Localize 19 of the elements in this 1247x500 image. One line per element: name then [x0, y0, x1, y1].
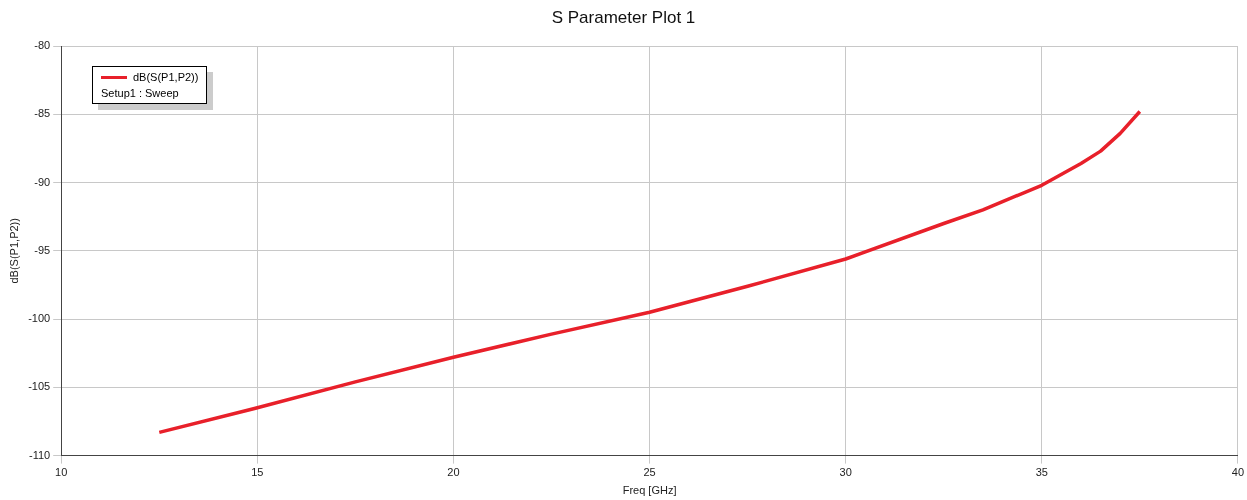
- x-tick-label: 10: [55, 466, 68, 479]
- y-axis-title: dB(S(P1,P2)): [7, 218, 20, 284]
- y-tick-label: -110: [29, 448, 51, 461]
- x-tick-label: 15: [251, 466, 264, 479]
- y-tick-label: -95: [34, 243, 51, 256]
- x-axis-title: Freq [GHz]: [622, 484, 677, 497]
- x-tick-label: 20: [447, 466, 460, 479]
- legend-label: dB(S(P1,P2)): [133, 71, 199, 83]
- y-tick-label: -105: [28, 380, 51, 393]
- x-tick-label: 25: [643, 466, 656, 479]
- y-tick-label: -80: [34, 39, 51, 52]
- x-tick-label: 35: [1035, 466, 1048, 479]
- y-tick-label: -90: [34, 175, 51, 188]
- x-tick-label: 30: [839, 466, 852, 479]
- chart-title: S Parameter Plot 1: [550, 8, 697, 28]
- y-tick-label: -100: [28, 312, 51, 325]
- y-tick-label: -85: [34, 107, 51, 120]
- annotation: Setup1 : Sweep: [101, 87, 180, 99]
- x-tick-label: 40: [1231, 466, 1245, 479]
